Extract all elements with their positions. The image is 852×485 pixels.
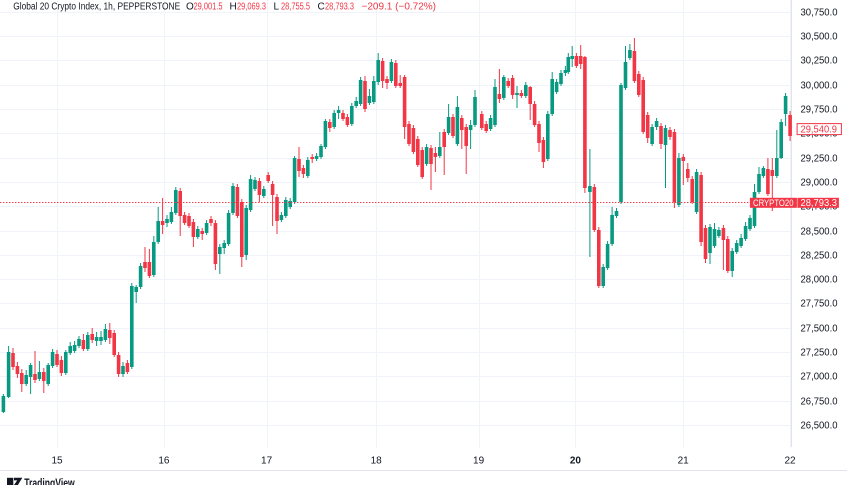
- svg-text:O: O: [186, 2, 194, 13]
- svg-text:29,069.3: 29,069.3: [237, 2, 266, 13]
- svg-text:L: L: [274, 2, 280, 13]
- svg-text:29,001.5: 29,001.5: [194, 2, 223, 13]
- svg-text:27,000.0: 27,000.0: [801, 372, 838, 383]
- svg-text:29,750.0: 29,750.0: [801, 105, 838, 116]
- svg-text:18: 18: [371, 456, 383, 467]
- svg-text:19: 19: [473, 456, 485, 467]
- svg-text:17: 17: [261, 456, 273, 467]
- svg-text:15: 15: [51, 456, 63, 467]
- svg-text:29,540.9: 29,540.9: [801, 125, 838, 136]
- svg-text:28,755.5: 28,755.5: [281, 2, 310, 13]
- svg-text:27,750.0: 27,750.0: [801, 299, 838, 310]
- svg-text:29,250.0: 29,250.0: [801, 154, 838, 165]
- svg-text:30,500.0: 30,500.0: [801, 32, 838, 43]
- svg-text:28,500.0: 28,500.0: [801, 227, 838, 238]
- svg-text:30,000.0: 30,000.0: [801, 81, 838, 92]
- svg-text:30,750.0: 30,750.0: [801, 8, 838, 19]
- svg-text:30,250.0: 30,250.0: [801, 56, 838, 67]
- svg-text:26,500.0: 26,500.0: [801, 421, 838, 432]
- svg-text:26,750.0: 26,750.0: [801, 397, 838, 408]
- svg-text:29,000.0: 29,000.0: [801, 178, 838, 189]
- svg-text:C: C: [318, 2, 325, 13]
- svg-text:28,793.3: 28,793.3: [801, 198, 838, 209]
- svg-text:16: 16: [158, 456, 170, 467]
- svg-text:CRYPTO20: CRYPTO20: [753, 198, 794, 208]
- svg-text:−209.1 (−0.72%): −209.1 (−0.72%): [362, 2, 437, 13]
- svg-text:Global 20 Crypto Index, 1h, PE: Global 20 Crypto Index, 1h, PEPPERSTONE: [13, 2, 180, 13]
- svg-text:TradingView: TradingView: [24, 476, 75, 485]
- svg-text:27,500.0: 27,500.0: [801, 324, 838, 335]
- svg-text:22: 22: [784, 456, 796, 467]
- svg-text:28,793.3: 28,793.3: [325, 2, 354, 13]
- svg-text:27,250.0: 27,250.0: [801, 348, 838, 359]
- svg-text:20: 20: [570, 456, 582, 467]
- svg-text:28,250.0: 28,250.0: [801, 251, 838, 262]
- svg-text:H: H: [230, 2, 237, 13]
- svg-text:21: 21: [678, 456, 690, 467]
- svg-text:28,000.0: 28,000.0: [801, 275, 838, 286]
